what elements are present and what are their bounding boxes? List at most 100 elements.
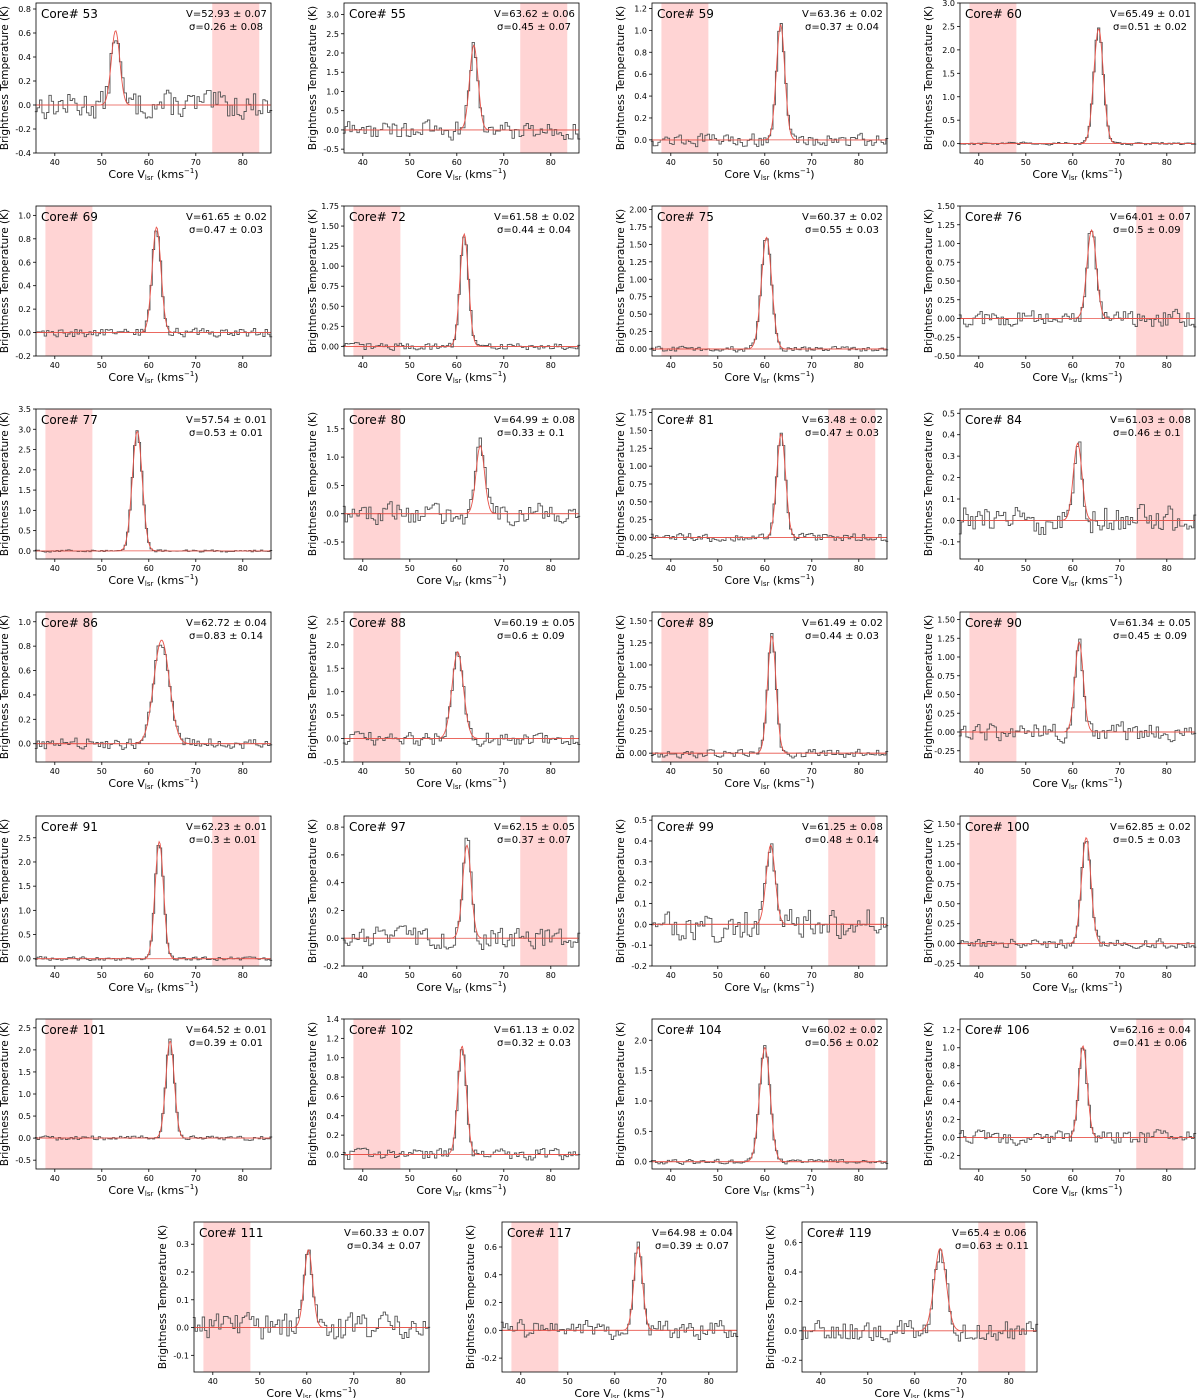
y-tick-label: 0.75 <box>629 683 647 692</box>
velocity-annotation: V=64.99 ± 0.08 <box>494 415 575 426</box>
sigma-annotation: σ=0.33 ± 0.1 <box>497 428 565 439</box>
x-axis-label: Core Vlsr (kms−1) <box>1032 370 1122 385</box>
spectrum-panel-core-100: 40 50 60 70 80 -0.25 0.00 0.25 0.50 0.75 1.00 1.25 1… <box>923 815 1197 995</box>
core-title: Core# 100 <box>965 820 1030 834</box>
x-tick-label: 70 <box>499 767 509 776</box>
x-tick-label: 50 <box>1021 361 1031 370</box>
core-title: Core# 80 <box>349 413 406 427</box>
x-tick-label: 80 <box>1162 767 1172 776</box>
x-tick-label: 60 <box>144 158 154 167</box>
y-tick-label: 0.25 <box>629 727 647 736</box>
x-tick-label: 70 <box>1115 158 1125 167</box>
x-tick-label: 60 <box>760 158 770 167</box>
y-axis-label: Brightness Temperature (K) <box>615 209 627 353</box>
x-axis-label-close: ) <box>502 981 506 994</box>
x-tick-label: 80 <box>854 158 864 167</box>
plot-frame <box>35 205 272 357</box>
x-axis-label: Core Vlsr (kms−1) <box>1032 167 1122 182</box>
x-tick-label: 80 <box>396 1377 406 1386</box>
gaussian-fit-line <box>960 641 1195 733</box>
y-tick-label: -0.2 <box>481 1354 497 1363</box>
x-tick-label: 80 <box>238 1174 248 1183</box>
baseline-band <box>212 816 260 966</box>
x-tick-label: 40 <box>358 971 368 980</box>
x-axis-label-close: ) <box>1118 981 1122 994</box>
y-tick-label: 0.5 <box>634 1127 647 1136</box>
x-tick-label: 40 <box>516 1377 526 1386</box>
baseline-band <box>45 409 93 559</box>
velocity-annotation: V=61.03 ± 0.08 <box>1110 415 1191 426</box>
x-tick-label: 50 <box>405 971 415 980</box>
velocity-annotation: V=63.48 ± 0.02 <box>802 415 883 426</box>
spectrum-line <box>958 841 1197 949</box>
y-tick-label: 0.4 <box>634 837 647 846</box>
gaussian-fit-line <box>960 28 1195 145</box>
x-axis-label-unit: (kms <box>461 371 492 384</box>
x-axis-label-main: Core V <box>416 981 453 994</box>
y-tick-label: 0.25 <box>937 296 955 305</box>
y-tick-label: 1.5 <box>326 68 339 77</box>
sigma-annotation: σ=0.46 ± 0.1 <box>1113 428 1181 439</box>
spectrum-panel-core-69: 40 50 60 70 80 -0.2 0.0 0.2 0.4 0.6 0.8 1.0 Core Vls… <box>0 205 273 385</box>
velocity-annotation: V=60.37 ± 0.02 <box>802 212 883 223</box>
x-tick-label: 50 <box>97 158 107 167</box>
core-title: Core# 91 <box>41 820 98 834</box>
x-tick-label: 70 <box>191 1174 201 1183</box>
x-axis-label: Core Vlsr (kms−1) <box>724 167 814 182</box>
y-tick-label: 2.0 <box>326 49 339 58</box>
x-tick-label: 60 <box>144 361 154 370</box>
y-axis-label: Brightness Temperature (K) <box>307 412 319 556</box>
y-tick-label: 1.00 <box>937 653 955 662</box>
x-axis-label: Core Vlsr (kms−1) <box>416 980 506 995</box>
x-axis-label: Core Vlsr (kms−1) <box>1032 1183 1122 1198</box>
plot-frame <box>343 815 580 967</box>
y-tick-label: 0.0 <box>18 101 31 110</box>
x-axis-label: Core Vlsr (kms−1) <box>724 980 814 995</box>
baseline-band <box>45 612 93 762</box>
y-tick-label: 1.50 <box>629 617 647 626</box>
x-axis-label-close: ) <box>660 1387 664 1398</box>
x-axis-label-sub: lsr <box>761 1190 770 1198</box>
x-tick-label: 40 <box>974 767 984 776</box>
spectrum-panel-core-81: 40 50 60 70 80 -0.25 0.00 0.25 0.50 0.75 1.00 1.25 1… <box>615 409 889 588</box>
gaussian-fit-line <box>502 1245 737 1331</box>
velocity-annotation: V=61.34 ± 0.05 <box>1110 618 1191 629</box>
y-tick-label: 0.2 <box>634 114 647 123</box>
spectrum-panel-core-86: 40 50 60 70 80 0.0 0.2 0.4 0.6 0.8 1.0 Core Vlsr (k… <box>0 611 273 791</box>
y-tick-label: -0.5 <box>323 758 339 767</box>
spectrum-panel-core-106: 40 50 60 70 80 -0.2 0.0 0.2 0.4 0.6 0.8 1.0 1.2 Core … <box>923 1018 1197 1198</box>
y-axis-label: Brightness Temperature (K) <box>765 1225 777 1369</box>
x-axis-label-unit: (kms <box>769 981 800 994</box>
x-tick-label: 50 <box>713 158 723 167</box>
y-tick-label: 0.25 <box>629 516 647 525</box>
y-tick-label: 1.2 <box>634 4 647 13</box>
sigma-annotation: σ=0.5 ± 0.03 <box>1113 835 1181 846</box>
x-axis-label-close: ) <box>1118 1184 1122 1197</box>
spectrum-panel-core-111: 40 50 60 70 80 -0.1 0.0 0.1 0.2 0.3 Core Vlsr (kms… <box>157 1221 431 1398</box>
core-title: Core# 75 <box>657 210 714 224</box>
x-tick-label: 50 <box>405 767 415 776</box>
core-title: Core# 76 <box>965 210 1022 224</box>
x-axis-label-unit: (kms <box>769 777 800 790</box>
x-tick-label: 70 <box>807 564 817 573</box>
y-tick-label: 1.0 <box>634 1097 647 1106</box>
x-axis-label: Core Vlsr (kms−1) <box>416 573 506 588</box>
x-axis-label-exp: −1 <box>1108 980 1118 988</box>
sigma-annotation: σ=0.34 ± 0.07 <box>347 1241 421 1252</box>
baseline-band <box>45 1019 93 1169</box>
x-tick-label: 40 <box>50 564 60 573</box>
y-tick-label: 0.0 <box>634 136 647 145</box>
x-tick-label: 80 <box>238 767 248 776</box>
velocity-annotation: V=62.85 ± 0.02 <box>1110 822 1191 833</box>
plot-frame <box>35 815 272 967</box>
x-tick-label: 60 <box>1068 158 1078 167</box>
gaussian-fit-line <box>960 836 1195 945</box>
x-tick-label: 60 <box>144 971 154 980</box>
y-tick-label: 0.2 <box>784 1297 797 1306</box>
y-tick-label: 1.75 <box>629 409 647 418</box>
x-tick-label: 50 <box>1021 158 1031 167</box>
velocity-annotation: V=61.13 ± 0.02 <box>494 1025 575 1036</box>
sigma-annotation: σ=0.45 ± 0.07 <box>497 22 571 33</box>
y-tick-label: -0.5 <box>323 538 339 547</box>
x-tick-label: 70 <box>499 971 509 980</box>
